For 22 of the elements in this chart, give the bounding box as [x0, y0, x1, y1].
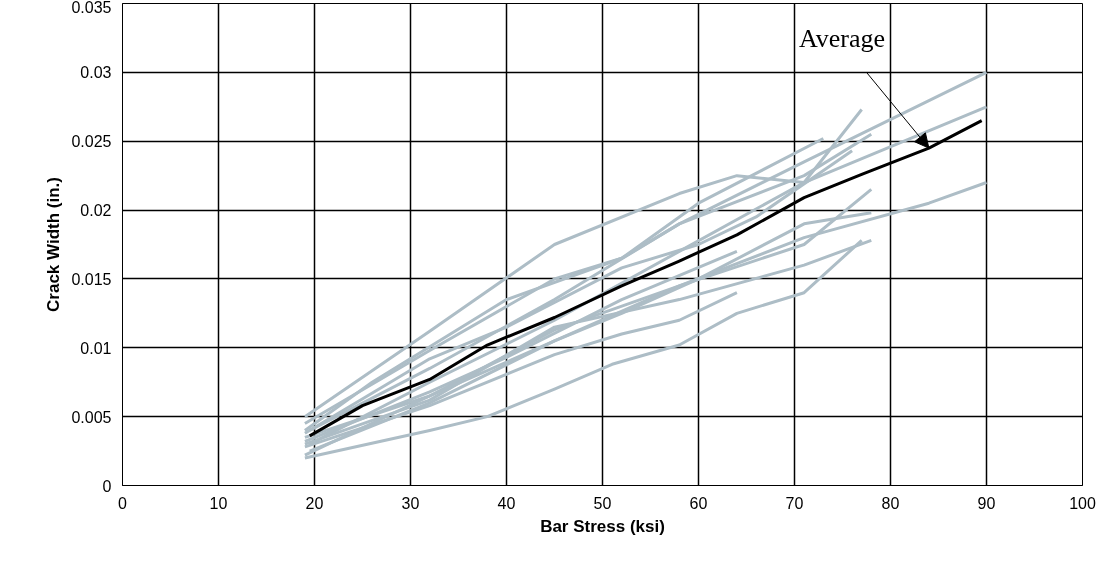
y-tick-label: 0.035: [71, 0, 112, 16]
x-tick-label: 0: [118, 494, 128, 512]
x-tick-label: 70: [785, 494, 804, 512]
x-tick-label: 90: [977, 494, 996, 512]
x-tick-label: 20: [305, 494, 324, 512]
x-tick-label: 100: [1069, 494, 1096, 512]
y-tick-label: 0.03: [80, 64, 112, 82]
y-tick-label: 0: [102, 477, 112, 495]
x-axis-title: Bar Stress (ksi): [540, 516, 665, 536]
y-tick-label: 0.025: [71, 133, 112, 151]
y-tick-label: 0.015: [71, 270, 112, 288]
x-tick-label: 80: [881, 494, 900, 512]
y-tick-label: 0.005: [71, 408, 112, 426]
annotation: Average: [798, 24, 886, 54]
x-tick-label: 40: [497, 494, 516, 512]
y-tick-label: 0.02: [80, 202, 112, 220]
x-tick-label: 10: [209, 494, 228, 512]
x-tick-label: 60: [689, 494, 708, 512]
x-tick-label: 30: [401, 494, 420, 512]
x-tick-label: 50: [593, 494, 612, 512]
y-tick-label: 0.01: [80, 339, 112, 357]
y-axis-title: Crack Width (in.): [44, 177, 64, 312]
